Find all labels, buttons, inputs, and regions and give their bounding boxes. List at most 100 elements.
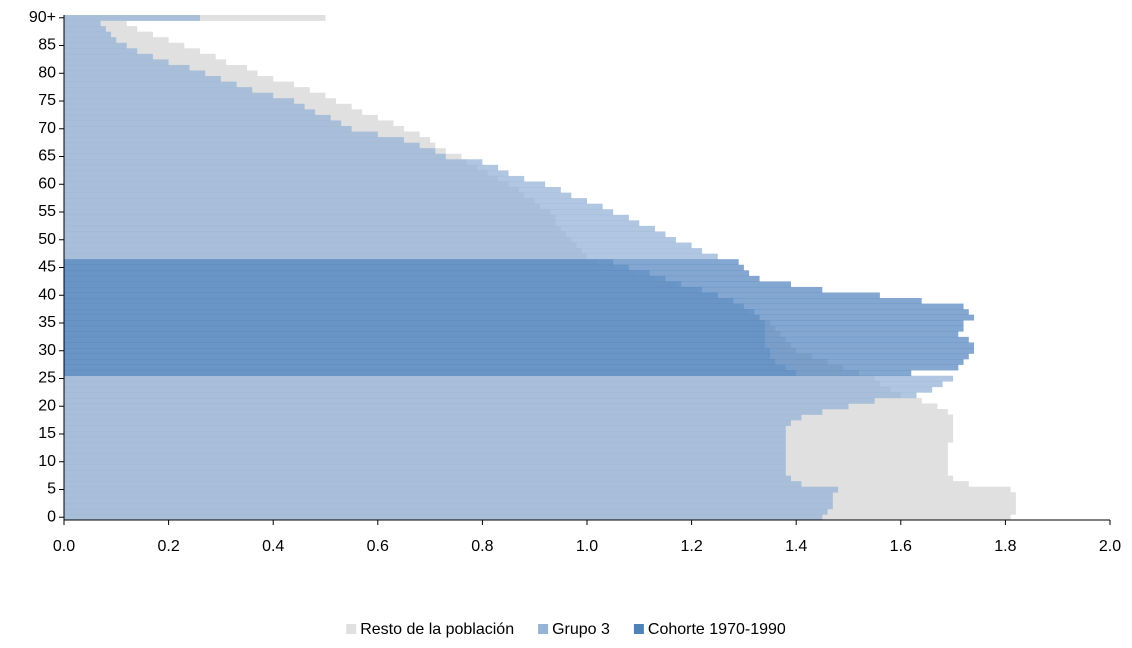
y-tick-label: 0 [47, 508, 56, 525]
y-tick-label: 55 [38, 203, 56, 220]
bar [64, 470, 786, 476]
bar [64, 87, 253, 93]
y-tick-label: 30 [38, 342, 56, 359]
bar [64, 76, 221, 82]
y-tick-label: 80 [38, 64, 56, 81]
bar [64, 320, 964, 327]
bar [64, 375, 954, 382]
y-tick-label: 65 [38, 148, 56, 165]
bar [64, 37, 117, 44]
y-tick-label: 50 [38, 231, 56, 248]
x-tick-label: 0.2 [157, 538, 179, 555]
bar [64, 31, 112, 38]
y-tick-label: 90+ [29, 9, 56, 26]
bar [64, 431, 786, 438]
bar [64, 281, 791, 288]
x-tick-label: 1.4 [785, 538, 807, 555]
y-tick-label: 45 [38, 259, 56, 276]
bar [64, 114, 331, 121]
y-tick-label: 35 [38, 314, 56, 331]
bar [64, 131, 378, 138]
bar [64, 486, 839, 493]
bar [64, 192, 572, 199]
bar [64, 481, 802, 488]
bar [64, 103, 305, 110]
x-tick-label: 1.2 [680, 538, 702, 555]
bar [64, 298, 922, 304]
bar [64, 453, 786, 460]
bar [64, 409, 823, 415]
bar [64, 264, 744, 271]
bar [64, 442, 786, 449]
bar [64, 403, 849, 410]
bar [64, 225, 655, 232]
bar [64, 386, 933, 393]
bar [64, 15, 200, 21]
bar [64, 436, 786, 443]
bar [64, 198, 587, 204]
x-tick-label: 2.0 [1099, 538, 1121, 555]
bar [64, 64, 190, 71]
bar [64, 392, 917, 399]
y-tick-label: 85 [38, 37, 56, 54]
bar [64, 253, 718, 260]
bar [64, 42, 127, 49]
bar [64, 347, 975, 354]
bar [64, 286, 823, 293]
legend-label: Resto de la población [360, 621, 514, 638]
bar [64, 458, 786, 465]
bar [64, 342, 975, 349]
bar [64, 309, 969, 315]
bar [64, 53, 153, 60]
bar [64, 142, 420, 149]
bar [64, 464, 786, 471]
bar [64, 270, 750, 277]
bar [64, 214, 629, 221]
bar [64, 447, 786, 454]
bar [64, 381, 943, 388]
bar [64, 159, 483, 166]
bar [64, 475, 791, 482]
bar [64, 420, 791, 426]
bar [64, 331, 959, 338]
bar [64, 492, 833, 499]
bar [64, 209, 614, 216]
legend-label: Cohorte 1970-1990 [648, 621, 786, 638]
y-tick-label: 40 [38, 286, 56, 303]
bar [64, 137, 404, 143]
bar [64, 59, 169, 66]
bar [64, 503, 833, 510]
bar [64, 70, 206, 77]
bar [64, 242, 692, 249]
bar [64, 98, 295, 105]
x-tick-label: 0.0 [53, 538, 75, 555]
bar [64, 203, 603, 210]
bar [64, 175, 525, 182]
bar [64, 181, 546, 188]
y-tick-label: 75 [38, 92, 56, 109]
y-tick-label: 20 [38, 397, 56, 414]
bar [64, 353, 969, 360]
legend-swatch [346, 624, 357, 634]
y-tick-label: 25 [38, 370, 56, 387]
bar [64, 259, 739, 266]
bar [64, 497, 833, 504]
bar [64, 120, 342, 127]
bar [64, 248, 703, 254]
x-tick-label: 0.6 [367, 538, 389, 555]
bar [64, 187, 561, 193]
bar [64, 370, 912, 377]
y-tick-label: 15 [38, 425, 56, 442]
bar [64, 164, 499, 171]
bar [64, 170, 509, 177]
bar [64, 336, 969, 343]
bar [64, 314, 975, 321]
bar [64, 92, 274, 99]
bar [64, 359, 964, 365]
bar [64, 414, 802, 421]
y-tick-label: 60 [38, 175, 56, 192]
bar [64, 26, 106, 32]
legend-swatch [633, 624, 644, 634]
bar [64, 514, 823, 521]
